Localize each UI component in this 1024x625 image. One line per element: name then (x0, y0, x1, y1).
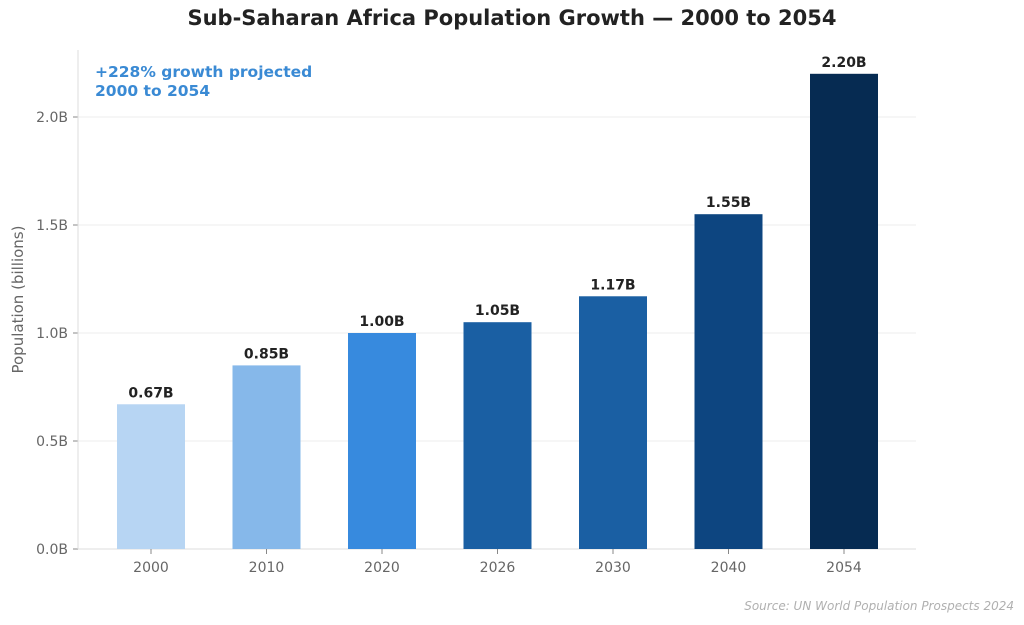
x-tick-label: 2040 (711, 560, 747, 576)
y-tick-label: 0.5B (36, 434, 68, 450)
bar-2000 (117, 404, 185, 549)
data-label: 2.20B (821, 55, 866, 71)
data-label: 1.05B (475, 303, 520, 319)
bar-2040 (694, 214, 763, 549)
x-tick-label: 2020 (364, 560, 400, 576)
x-tick-label: 2030 (595, 560, 631, 576)
x-tick-label: 2000 (133, 560, 169, 576)
bar-2020 (348, 333, 416, 549)
data-label: 0.85B (244, 346, 289, 362)
chart-title: Sub-Saharan Africa Population Growth — 2… (187, 6, 837, 30)
source-note: Source: UN World Population Prospects 20… (744, 599, 1014, 613)
y-tick-label: 0.0B (36, 542, 68, 558)
y-tick-label: 2.0B (36, 110, 68, 126)
annotation-line-1: +228% growth projected (95, 63, 313, 81)
data-label: 1.17B (590, 277, 635, 293)
bar-2026 (463, 322, 532, 549)
x-tick-label: 2054 (826, 560, 862, 576)
y-tick-label: 1.5B (36, 218, 68, 234)
bar-2010 (232, 365, 301, 549)
x-tick-label: 2010 (249, 560, 285, 576)
bar-2054 (810, 73, 878, 550)
y-tick-label: 1.0B (36, 326, 68, 342)
bar-2030 (579, 296, 647, 549)
growth-annotation: +228% growth projected 2000 to 2054 (95, 63, 312, 101)
x-tick-label: 2026 (480, 560, 516, 576)
data-label: 1.55B (706, 195, 751, 211)
y-axis-label: Population (billions) (9, 226, 27, 374)
annotation-line-2: 2000 to 2054 (95, 82, 211, 100)
data-label: 0.67B (128, 385, 173, 401)
data-label: 1.00B (359, 314, 404, 330)
